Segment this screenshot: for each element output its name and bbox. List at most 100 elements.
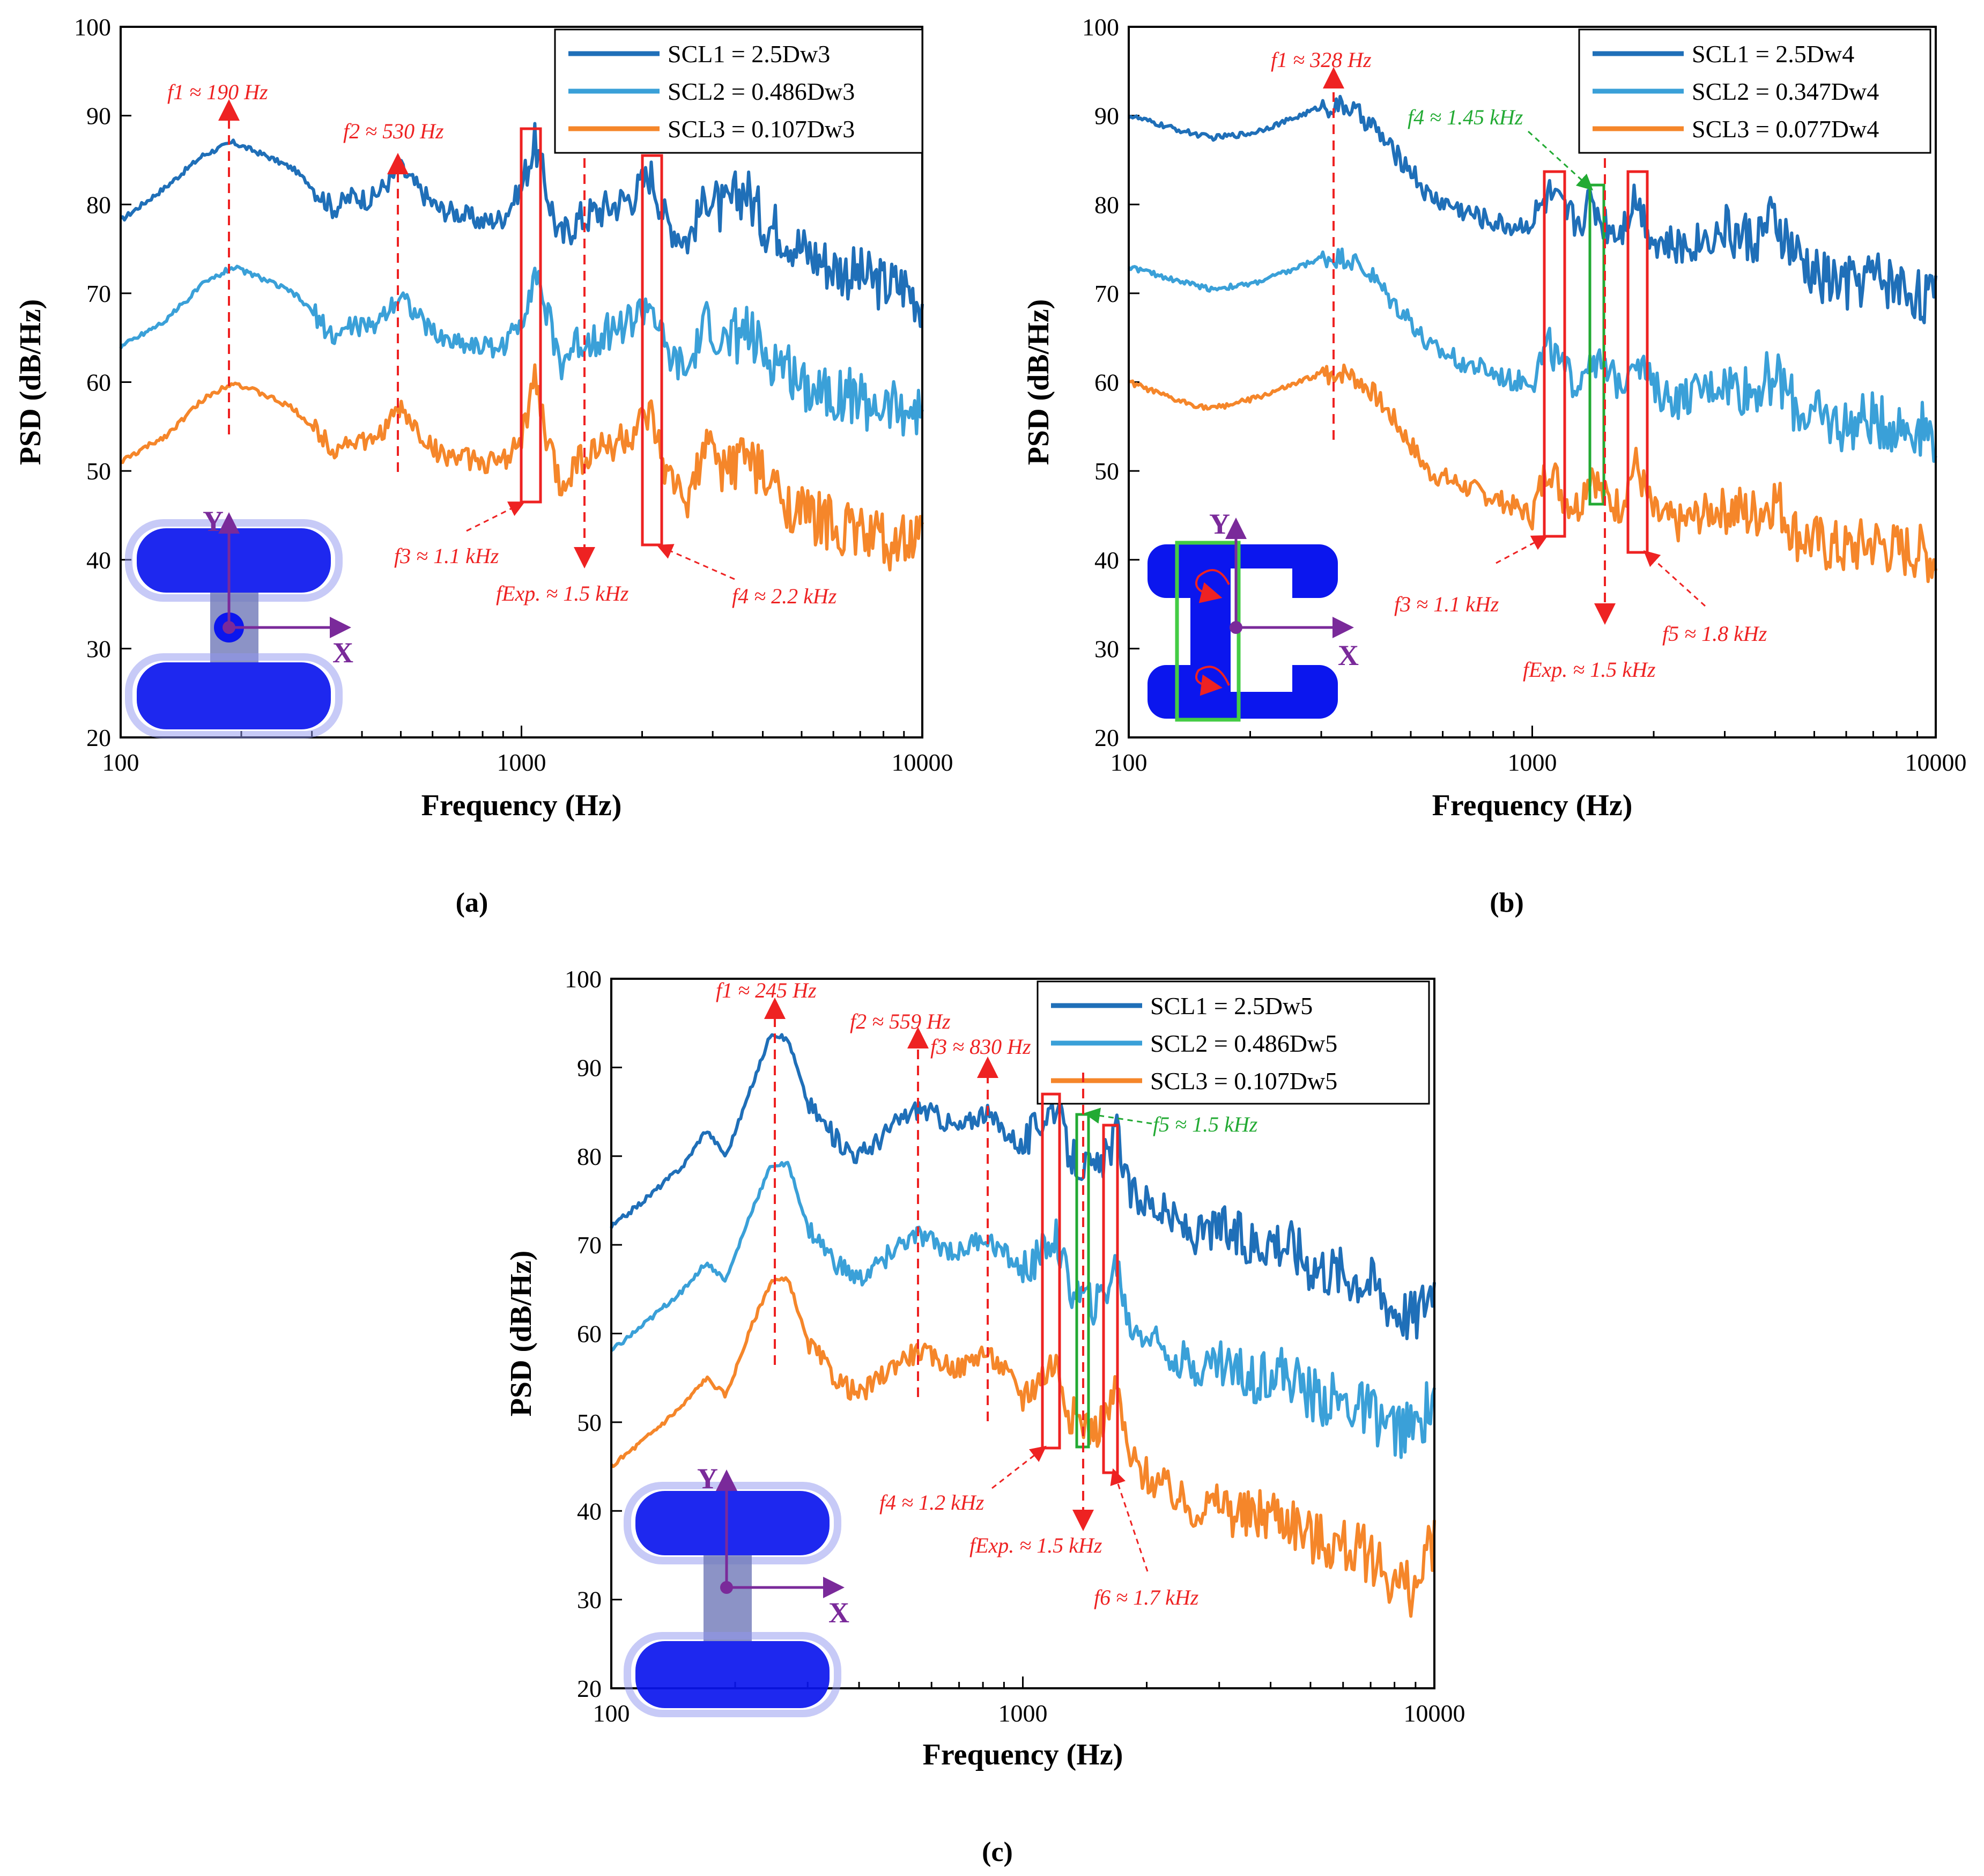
y-tick-label: 30 <box>86 635 111 662</box>
y-tick-label: 30 <box>577 1586 602 1614</box>
panel-a-legend: SCL1 = 2.5Dw3 SCL2 = 0.486Dw3 SCL3 = 0.1… <box>554 28 923 154</box>
legend-entry-scl1: SCL1 = 2.5Dw5 <box>1150 992 1313 1020</box>
panel-b-y-tick-labels: 20 30 40 50 60 70 80 90 100 <box>1082 13 1119 751</box>
y-tick-label: 80 <box>1094 191 1119 218</box>
x-tick-label: 1000 <box>998 1700 1048 1727</box>
series-line-2 <box>610 1161 1436 1459</box>
x-tick-label: 10000 <box>892 749 953 776</box>
x-axis-letter: X <box>1338 639 1359 671</box>
y-tick-label: 80 <box>577 1143 602 1170</box>
channel-notch-top <box>1231 568 1292 598</box>
f4-pointer <box>1527 130 1594 191</box>
panel-b: 20 30 40 50 60 70 80 90 100 100 1000 100… <box>1022 13 1967 918</box>
series-line-2 <box>1127 247 1937 463</box>
panel-c-y-axis-title: PSD (dB/Hz) <box>505 1251 538 1417</box>
cylinder-top <box>635 1491 830 1555</box>
series-line-1 <box>1128 94 1937 324</box>
fexp-label: fExp. ≈ 1.5 kHz <box>496 581 629 605</box>
panel-b-y-axis-title: PSD (dB/Hz) <box>1022 299 1055 466</box>
f1-label: f1 ≈ 245 Hz <box>716 978 817 1002</box>
f3-highlight-box <box>520 127 542 504</box>
fexp-label: fExp. ≈ 1.5 kHz <box>969 1533 1102 1557</box>
f3-highlight-box <box>1543 170 1566 538</box>
y-tick-label: 50 <box>1094 457 1119 485</box>
legend-entry-scl2: SCL2 = 0.486Dw5 <box>1150 1030 1337 1057</box>
y-tick-label: 20 <box>86 724 111 751</box>
f4-label: f4 ≈ 1.2 kHz <box>879 1490 984 1515</box>
f3-pointer <box>1496 535 1549 564</box>
panel-c-y-tick-labels: 20 30 40 50 60 70 80 90 100 <box>565 965 602 1702</box>
f5-label: f5 ≈ 1.5 kHz <box>1153 1112 1258 1136</box>
panel-c-geometry-inset: Y X <box>624 1463 849 1717</box>
f5-pointer <box>1084 1107 1152 1125</box>
y-tick-label: 90 <box>1094 102 1119 130</box>
panel-c-annotations: f1 ≈ 245 Hz f2 ≈ 559 Hz f3 ≈ 830 Hz f5 ≈… <box>716 978 1258 1609</box>
legend-entry-scl3: SCL3 = 0.077Dw4 <box>1692 115 1879 143</box>
f3-label: f3 ≈ 1.1 kHz <box>1394 592 1499 616</box>
y-tick-label: 50 <box>577 1409 602 1436</box>
f4-highlight-box <box>641 154 663 546</box>
legend-entry-scl2: SCL2 = 0.347Dw4 <box>1692 78 1879 105</box>
panel-b-legend: SCL1 = 2.5Dw4 SCL2 = 0.347Dw4 SCL3 = 0.0… <box>1578 28 1931 154</box>
panel-b-series <box>1127 94 1937 584</box>
y-tick-label: 20 <box>577 1675 602 1702</box>
y-tick-label: 40 <box>1094 546 1119 574</box>
panel-b-label: (b) <box>1490 888 1524 918</box>
y-tick-label: 50 <box>86 457 111 485</box>
cylinder-bottom-glow <box>624 1632 841 1717</box>
y-tick-label: 40 <box>86 546 111 574</box>
panel-a-plot-frame <box>120 26 923 738</box>
f1-label: f1 ≈ 328 Hz <box>1271 48 1372 72</box>
y-axis-letter: Y <box>697 1463 718 1495</box>
x-tick-label: 100 <box>593 1700 630 1727</box>
y-axis-letter: Y <box>1209 508 1230 540</box>
f1-label: f1 ≈ 190 Hz <box>167 80 268 104</box>
fexp-label: fExp. ≈ 1.5 kHz <box>1523 658 1656 682</box>
panel-c-x-axis-title: Frequency (Hz) <box>923 1738 1123 1771</box>
panel-b-geometry-inset: Y X <box>1148 508 1359 722</box>
f6-pointer <box>1110 1468 1149 1572</box>
origin-dot <box>1230 621 1242 634</box>
legend-entry-scl2: SCL2 = 0.486Dw3 <box>668 78 855 105</box>
f3-pointer <box>466 501 525 532</box>
x-tick-label: 1000 <box>497 749 546 776</box>
panel-b-plot-frame <box>1128 26 1937 738</box>
legend-entry-scl3: SCL3 = 0.107Dw3 <box>668 115 855 143</box>
y-axis-letter: Y <box>203 505 224 537</box>
y-tick-label: 100 <box>1082 13 1119 41</box>
y-tick-label: 100 <box>74 13 111 41</box>
panel-a: 20 30 40 50 60 70 80 90 100 100 1000 100… <box>14 13 953 918</box>
legend-frame <box>1037 980 1430 1105</box>
cylinder-bottom-glow <box>125 653 343 738</box>
x-axis-letter: X <box>828 1597 849 1629</box>
panel-b-annotations: f1 ≈ 328 Hz f4 ≈ 1.45 kHz f3 ≈ 1.1 kHz f… <box>1271 48 1767 682</box>
legend-entry-scl3: SCL3 = 0.107Dw5 <box>1150 1067 1337 1095</box>
cylinder-top <box>137 528 331 593</box>
f4-pointer <box>656 544 735 580</box>
panel-c-legend: SCL1 = 2.5Dw5 SCL2 = 0.486Dw5 SCL3 = 0.1… <box>1037 980 1430 1105</box>
x-axis-letter: X <box>332 637 353 669</box>
f6-label: f6 ≈ 1.7 kHz <box>1094 1585 1199 1609</box>
f4-pointer <box>991 1445 1047 1489</box>
cylinder-bottom <box>635 1641 830 1708</box>
x-tick-label: 10000 <box>1404 1700 1465 1727</box>
y-tick-label: 70 <box>1094 280 1119 307</box>
x-tick-label: 10000 <box>1905 749 1967 776</box>
y-tick-label: 30 <box>1094 635 1119 662</box>
panel-a-y-axis-title: PSD (dB/Hz) <box>14 299 47 466</box>
panel-a-annotations: f1 ≈ 190 Hz f2 ≈ 530 Hz f3 ≈ 1.1 kHz fEx… <box>167 80 837 608</box>
panel-a-y-tick-labels: 20 30 40 50 60 70 80 90 100 <box>74 13 111 751</box>
series-line-3 <box>1128 363 1937 584</box>
y-tick-label: 90 <box>86 102 111 130</box>
origin-dot <box>223 621 235 634</box>
y-tick-label: 90 <box>577 1054 602 1081</box>
panel-a-x-axis-title: Frequency (Hz) <box>421 789 622 822</box>
x-tick-label: 1000 <box>1508 749 1557 776</box>
series-line-3 <box>610 1276 1436 1618</box>
panel-a-label: (a) <box>456 888 488 918</box>
flow-circulation-bottom <box>1195 666 1230 696</box>
channel-notch-bottom <box>1231 665 1292 692</box>
panel-b-x-tick-labels: 100 1000 10000 <box>1111 749 1967 776</box>
panel-c-plot-frame <box>610 978 1435 1689</box>
